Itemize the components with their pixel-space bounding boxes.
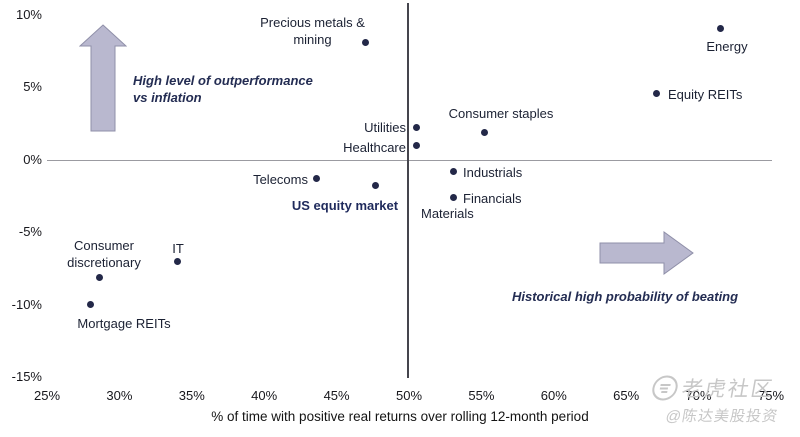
data-point-mortgage-reits <box>86 301 94 309</box>
annotation-probability: Historical high probability of beating <box>512 289 739 304</box>
x-tick-label: 50% <box>395 388 423 403</box>
x-tick-label: 55% <box>468 388 495 403</box>
y-tick-label: 0% <box>23 151 42 167</box>
y-tick-label: 5% <box>23 79 42 95</box>
data-point-equity-reits <box>653 89 661 97</box>
data-point-energy <box>716 24 724 32</box>
tiger-logo-icon <box>652 375 678 401</box>
x-axis-title: % of time with positive real returns ove… <box>211 409 589 424</box>
point-label-mortgage-reits: Mortgage REITs <box>77 316 171 331</box>
data-point-industrials <box>450 167 458 175</box>
point-label-financials: Financials <box>463 191 522 206</box>
data-point-precious-metals-mining <box>362 39 370 46</box>
watermark-community: 老虎社区 <box>649 373 776 403</box>
x-tick-label: 70% <box>685 388 712 403</box>
point-label-consumer-discretionary: Consumer discretionary <box>67 238 141 270</box>
zero-percent-line <box>47 160 772 161</box>
point-label-consumer-staples: Consumer staples <box>448 106 554 121</box>
x-tick-label: 35% <box>178 388 205 403</box>
x-tick-label: 40% <box>251 388 278 403</box>
y-tick-label: -10% <box>11 296 42 312</box>
point-label-healthcare: Healthcare <box>343 140 406 155</box>
data-point-financials <box>450 193 458 201</box>
watermark-community-text: 老虎社区 <box>679 378 776 401</box>
point-label-energy: Energy <box>706 39 748 54</box>
data-point-us-equity-market <box>372 182 380 190</box>
point-label-equity-reits: Equity REITs <box>668 87 743 102</box>
fifty-percent-line <box>407 3 409 378</box>
x-tick-label: 75% <box>757 388 785 403</box>
data-point-healthcare <box>412 141 420 149</box>
y-tick-label: -5% <box>18 224 42 240</box>
x-tick-label: 60% <box>540 388 567 403</box>
point-label-materials: Materials <box>421 206 474 221</box>
point-label-it: IT <box>172 241 184 256</box>
x-tick-label: 45% <box>323 388 350 403</box>
x-tick-label: 65% <box>613 388 640 403</box>
y-tick-label: 10% <box>15 7 42 22</box>
point-label-industrials: Industrials <box>463 165 523 180</box>
annotation-outperformance: High level of outperformance vs inflatio… <box>133 73 313 105</box>
x-tick-label: 25% <box>33 388 61 403</box>
watermark-handle: @陈达美股投资 <box>664 408 780 425</box>
data-point-consumer-discretionary <box>95 273 103 281</box>
data-point-consumer-staples <box>480 128 488 136</box>
point-label-utilities: Utilities <box>364 120 406 135</box>
data-point-it <box>173 257 181 265</box>
x-tick-label: 30% <box>106 388 133 403</box>
data-point-utilities <box>412 124 420 132</box>
point-label-telecoms: Telecoms <box>253 172 308 187</box>
data-point-telecoms <box>312 175 320 183</box>
y-tick-label: -15% <box>11 369 42 384</box>
point-label-us-equity-market: US equity market <box>291 198 399 213</box>
point-label-precious-metals-mining: Precious metals & mining <box>260 15 365 47</box>
right-arrow-icon <box>599 231 694 275</box>
up-arrow-icon <box>79 24 127 132</box>
